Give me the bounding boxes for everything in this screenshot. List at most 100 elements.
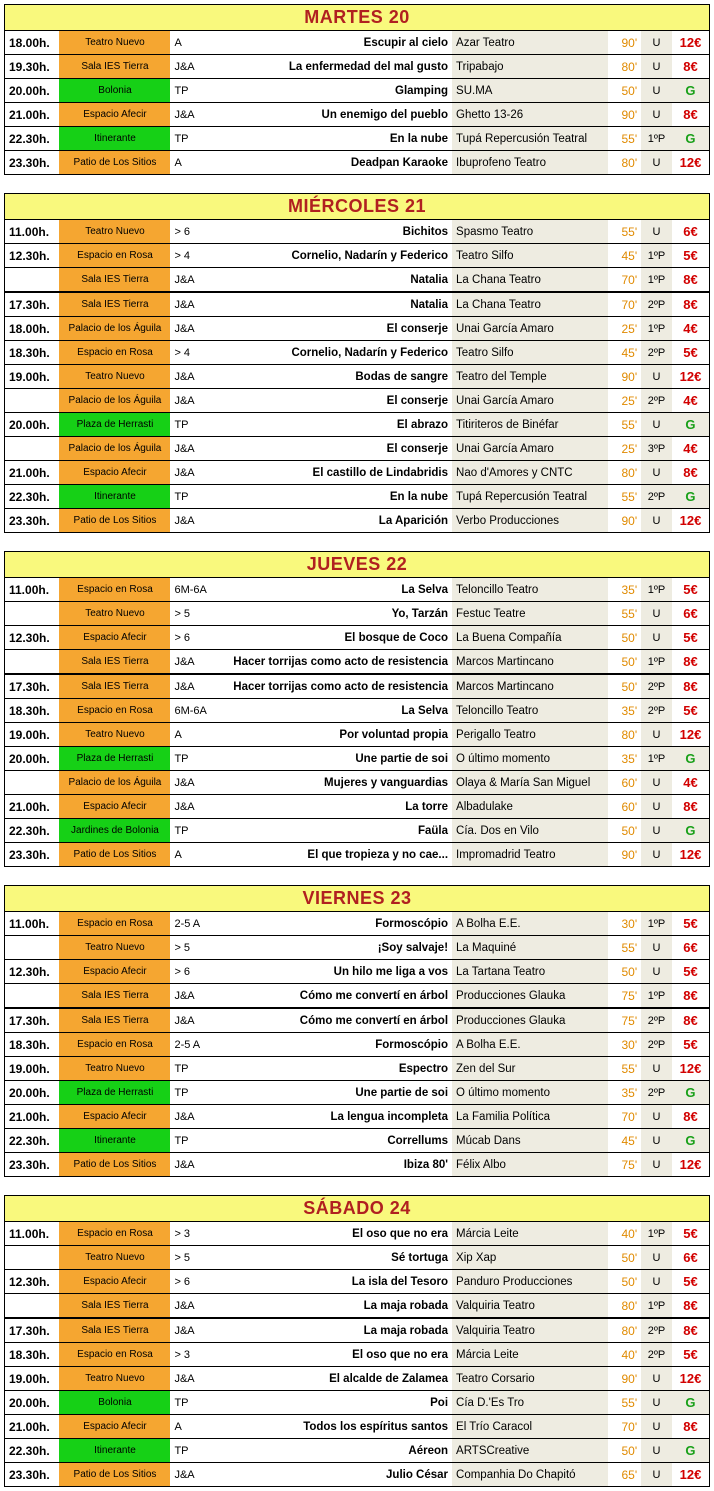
schedule-row: Teatro Nuevo> 5Yo, TarzánFestuc Teatre55…	[5, 602, 709, 626]
cell-venue: Espacio en Rosa	[59, 699, 170, 723]
cell-age: > 6	[170, 626, 213, 650]
cell-price: G	[672, 747, 709, 771]
cell-company: Valquiria Teatro	[452, 1318, 608, 1343]
cell-time: 12.30h.	[5, 960, 59, 984]
schedule-row: 11.00h.Espacio en Rosa2-5 AFormoscópioA …	[5, 912, 709, 936]
schedule-row: 21.00h.Espacio AfecirJ&AUn enemigo del p…	[5, 103, 709, 127]
cell-show: La isla del Tesoro	[214, 1270, 452, 1294]
cell-venue: Teatro Nuevo	[59, 220, 170, 244]
schedule-row: Palacio de los ÁguilaJ&AMujeres y vangua…	[5, 771, 709, 795]
cell-dur: 75'	[608, 1153, 641, 1177]
cell-company: Félix Albo	[452, 1153, 608, 1177]
cell-dur: 55'	[608, 1057, 641, 1081]
schedule-row: 19.00h.Teatro NuevoTPEspectroZen del Sur…	[5, 1057, 709, 1081]
cell-show: Todos los espíritus santos	[214, 1415, 452, 1439]
cell-price: 8€	[672, 103, 709, 127]
cell-show: El castillo de Lindabridis	[214, 461, 452, 485]
schedule-row: 12.30h.Espacio Afecir> 6El bosque de Coc…	[5, 626, 709, 650]
cell-dur: 25'	[608, 389, 641, 413]
cell-venue: Palacio de los Águila	[59, 771, 170, 795]
cell-age: A	[170, 151, 213, 175]
cell-time: 21.00h.	[5, 103, 59, 127]
cell-venue: Sala IES Tierra	[59, 1294, 170, 1319]
cell-venue: Teatro Nuevo	[59, 723, 170, 747]
cell-company: Festuc Teatre	[452, 602, 608, 626]
cell-price: 12€	[672, 1367, 709, 1391]
cell-time: 22.30h.	[5, 127, 59, 151]
cell-age: A	[170, 31, 213, 55]
cell-time	[5, 437, 59, 461]
cell-age: A	[170, 723, 213, 747]
cell-price: 8€	[672, 650, 709, 675]
cell-show: Yo, Tarzán	[214, 602, 452, 626]
day-block: MARTES 2018.00h.Teatro NuevoAEscupir al …	[4, 4, 710, 175]
cell-time: 22.30h.	[5, 1129, 59, 1153]
cell-venue: Espacio Afecir	[59, 626, 170, 650]
cell-dur: 80'	[608, 55, 641, 79]
schedule-row: 22.30h.ItineranteTPAéreonARTSCreative50'…	[5, 1439, 709, 1463]
cell-venue: Sala IES Tierra	[59, 674, 170, 699]
cell-show: Une partie de soi	[214, 747, 452, 771]
cell-dur: 30'	[608, 1033, 641, 1057]
cell-price: G	[672, 1129, 709, 1153]
cell-venue: Espacio Afecir	[59, 960, 170, 984]
cell-dur: 25'	[608, 437, 641, 461]
cell-dur: 75'	[608, 984, 641, 1009]
cell-time: 17.30h.	[5, 1318, 59, 1343]
cell-time: 18.00h.	[5, 31, 59, 55]
schedule-row: 21.00h.Espacio AfecirATodos los espíritu…	[5, 1415, 709, 1439]
cell-sess: U	[641, 1367, 672, 1391]
cell-show: El abrazo	[214, 413, 452, 437]
cell-price: G	[672, 819, 709, 843]
cell-venue: Plaza de Herrasti	[59, 413, 170, 437]
cell-show: Cómo me convertí en árbol	[214, 984, 452, 1009]
cell-age: TP	[170, 485, 213, 509]
cell-show: Ibiza 80'	[214, 1153, 452, 1177]
cell-venue: Sala IES Tierra	[59, 650, 170, 675]
cell-age: > 6	[170, 960, 213, 984]
cell-price: 12€	[672, 843, 709, 867]
schedule-row: Palacio de los ÁguilaJ&AEl conserjeUnai …	[5, 389, 709, 413]
cell-sess: 3ºP	[641, 437, 672, 461]
cell-show: Bichitos	[214, 220, 452, 244]
schedule-row: 17.30h.Sala IES TierraJ&AHacer torrijas …	[5, 674, 709, 699]
cell-venue: Espacio en Rosa	[59, 1343, 170, 1367]
schedule-row: 18.00h.Teatro NuevoAEscupir al cieloAzar…	[5, 31, 709, 55]
cell-time: 20.00h.	[5, 1081, 59, 1105]
cell-show: El oso que no era	[214, 1343, 452, 1367]
cell-dur: 80'	[608, 1294, 641, 1319]
cell-venue: Espacio en Rosa	[59, 1222, 170, 1246]
cell-price: 4€	[672, 437, 709, 461]
cell-company: Teatro Silfo	[452, 341, 608, 365]
cell-show: El conserje	[214, 389, 452, 413]
schedule-row: 23.30h.Patio de Los SitiosADeadpan Karao…	[5, 151, 709, 175]
cell-venue: Jardines de Bolonia	[59, 819, 170, 843]
cell-company: La Maquiné	[452, 936, 608, 960]
cell-sess: U	[641, 936, 672, 960]
cell-price: 5€	[672, 1033, 709, 1057]
schedule-row: 21.00h.Espacio AfecirJ&ALa lengua incomp…	[5, 1105, 709, 1129]
cell-dur: 90'	[608, 31, 641, 55]
cell-time: 18.30h.	[5, 341, 59, 365]
cell-sess: 1ºP	[641, 747, 672, 771]
cell-sess: U	[641, 220, 672, 244]
cell-age: 6M-6A	[170, 578, 213, 602]
cell-price: 12€	[672, 1463, 709, 1487]
cell-price: 5€	[672, 244, 709, 268]
cell-company: Impromadrid Teatro	[452, 843, 608, 867]
cell-company: Titiriteros de Binéfar	[452, 413, 608, 437]
cell-age: J&A	[170, 103, 213, 127]
schedule-row: 23.30h.Patio de Los SitiosJ&AJulio César…	[5, 1463, 709, 1487]
schedule-row: 22.30h.ItineranteTPEn la nubeTupá Reperc…	[5, 485, 709, 509]
schedule-row: 22.30h.Jardines de BoloniaTPFaülaCía. Do…	[5, 819, 709, 843]
day-block: JUEVES 2211.00h.Espacio en Rosa6M-6ALa S…	[4, 551, 710, 867]
cell-company: La Chana Teatro	[452, 292, 608, 317]
cell-venue: Bolonia	[59, 1391, 170, 1415]
cell-time: 19.00h.	[5, 1367, 59, 1391]
cell-time: 20.00h.	[5, 79, 59, 103]
cell-venue: Espacio en Rosa	[59, 1033, 170, 1057]
cell-age: TP	[170, 127, 213, 151]
cell-price: 4€	[672, 389, 709, 413]
cell-dur: 55'	[608, 602, 641, 626]
cell-age: 2-5 A	[170, 912, 213, 936]
